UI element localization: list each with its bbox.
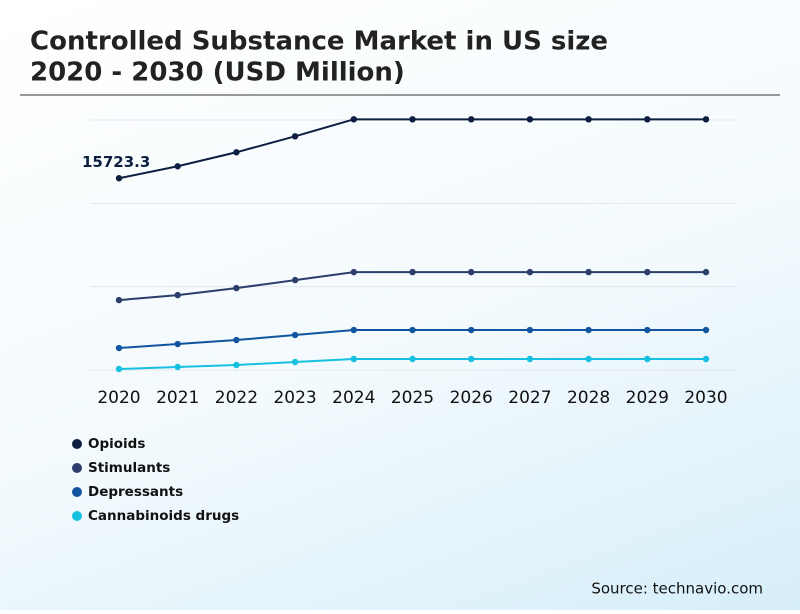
chart-title: 2020 - 2030 (USD Million)	[30, 58, 405, 88]
x-tick-label: 2030	[684, 388, 727, 408]
legend-marker	[72, 463, 82, 473]
x-tick-label: 2020	[97, 388, 140, 408]
point	[174, 340, 181, 348]
point	[233, 284, 240, 292]
point	[585, 355, 592, 363]
point	[174, 363, 181, 371]
legend-marker	[72, 439, 82, 449]
point	[468, 116, 475, 123]
point	[468, 355, 475, 363]
x-tick-label: 2028	[567, 388, 610, 408]
x-tick-label: 2022	[215, 388, 258, 408]
point	[350, 355, 357, 363]
x-tick-label: 2024	[332, 388, 375, 408]
point	[233, 149, 240, 156]
point	[702, 268, 710, 276]
point	[526, 268, 534, 276]
legend-marker	[72, 487, 82, 497]
point	[115, 344, 123, 352]
chart-title: Controlled Substance Market in US size	[30, 27, 608, 57]
point	[174, 291, 181, 299]
point	[233, 336, 240, 344]
x-tick-label: 2027	[508, 388, 551, 408]
point	[409, 116, 416, 123]
point	[468, 268, 475, 276]
point	[585, 116, 592, 123]
point	[115, 296, 123, 304]
series-line	[118, 271, 706, 302]
point	[409, 355, 416, 363]
point	[174, 163, 181, 170]
legend-label: Opioids	[88, 436, 145, 452]
legend-label: Stimulants	[88, 460, 170, 476]
point	[409, 268, 416, 276]
point	[350, 326, 357, 334]
x-tick-label: 2023	[273, 388, 316, 408]
point	[526, 116, 534, 123]
point	[644, 116, 651, 123]
point	[291, 331, 299, 339]
data-label: 15723.3	[82, 153, 150, 171]
point	[409, 326, 416, 334]
point	[702, 355, 710, 363]
point	[291, 276, 299, 284]
legend-label: Depressants	[88, 484, 183, 500]
point	[585, 326, 592, 334]
point	[291, 133, 299, 140]
x-tick-label: 2021	[156, 388, 199, 408]
point	[585, 268, 592, 276]
source: Source: technavio.com	[591, 580, 763, 598]
point	[115, 365, 123, 373]
point	[702, 326, 710, 334]
x-tick-label: 2029	[626, 388, 669, 408]
x-tick-label: 2026	[450, 388, 493, 408]
x-tick-label: 2025	[391, 388, 434, 408]
point	[291, 358, 299, 366]
point	[644, 355, 651, 363]
point	[526, 326, 534, 334]
point	[350, 268, 357, 276]
point	[468, 326, 475, 334]
legend-marker	[72, 511, 82, 521]
point	[526, 355, 534, 363]
point	[350, 116, 357, 123]
point	[702, 116, 710, 123]
legend-label: Cannabinoids drugs	[88, 508, 239, 524]
point	[644, 326, 651, 334]
point	[644, 268, 651, 276]
point	[115, 175, 123, 182]
point	[233, 361, 240, 369]
series-line	[118, 118, 706, 180]
